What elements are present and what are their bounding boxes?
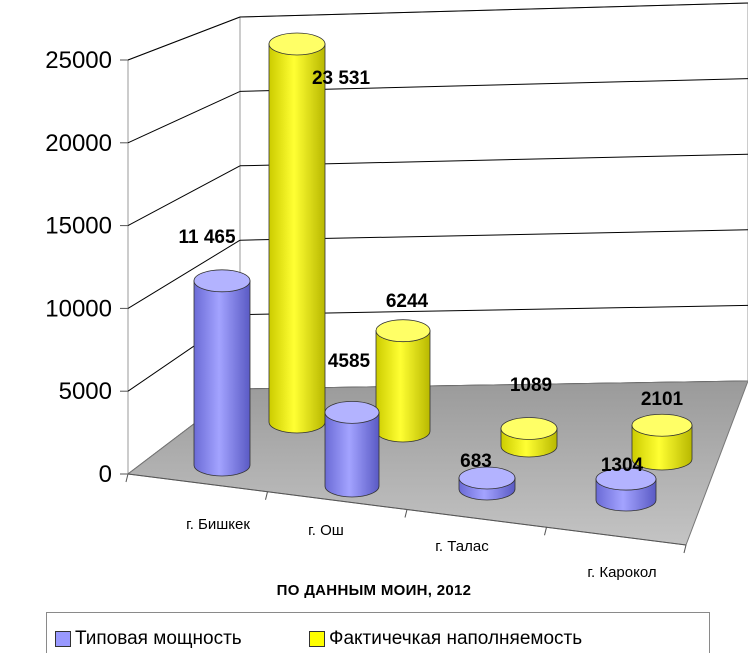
- data-label-series-1: 11 465: [178, 227, 235, 248]
- bar-series-1-top: [193, 269, 251, 293]
- bar-series-2-top: [631, 413, 693, 437]
- x-tick-mark: [404, 509, 408, 518]
- x-tick-label: г. Ош: [308, 522, 344, 539]
- bar-series-1-top: [324, 400, 380, 424]
- x-tick-label: г. Бишкек: [186, 516, 250, 533]
- y-tick-label: 5000: [59, 378, 112, 405]
- legend-label-series-1: Типовая мощность: [75, 628, 242, 649]
- bar-series-1: [193, 280, 251, 477]
- data-label-series-1: 1304: [601, 455, 644, 476]
- bar-series-1: [324, 411, 380, 498]
- bar-series-2-top: [268, 32, 326, 56]
- bar-series-1-top: [595, 467, 657, 491]
- gridline-side: [127, 239, 241, 309]
- gridline-side: [127, 90, 241, 144]
- legend-label-series-2: Фактичечкая наполняемость: [329, 628, 583, 649]
- legend-item-series-2: Фактичечкая наполняемость: [309, 628, 582, 650]
- y-tick-label: 20000: [45, 130, 112, 157]
- x-tick-mark: [544, 527, 547, 536]
- data-label-series-2: 23 531: [312, 68, 371, 89]
- x-tick-mark: [125, 473, 129, 483]
- x-tick-label: г. Карокол: [587, 564, 656, 581]
- data-label-series-2: 1089: [510, 375, 552, 396]
- data-label-series-2: 6244: [386, 291, 429, 312]
- legend-swatch-yellow: [309, 631, 325, 647]
- legend: Типовая мощность Фактичечкая наполняемос…: [46, 612, 710, 653]
- y-tick-label: 15000: [45, 213, 112, 240]
- x-tick-mark: [683, 544, 687, 554]
- legend-swatch-blue: [55, 631, 71, 647]
- bar-series-2: [375, 330, 431, 443]
- y-tick-label: 25000: [45, 47, 112, 74]
- y-tick-label: 10000: [45, 295, 112, 322]
- bar-series-2: [268, 43, 326, 434]
- bar-series-2-top: [500, 417, 558, 440]
- data-label-series-1: 683: [460, 451, 492, 472]
- legend-item-series-1: Типовая мощность: [55, 628, 242, 650]
- y-tick-label: 0: [99, 461, 112, 488]
- x-tick-mark: [265, 491, 268, 500]
- source-note: ПО ДАННЫМ МОИН, 2012: [276, 582, 472, 599]
- x-tick-label: г. Талас: [435, 538, 489, 555]
- gridline-side: [127, 16, 241, 61]
- data-label-series-1: 4585: [328, 351, 371, 372]
- gridline-back: [239, 2, 748, 18]
- data-label-series-2: 2101: [641, 389, 684, 410]
- bar-series-1-top: [458, 466, 516, 490]
- bar-series-2-top: [375, 319, 431, 343]
- gridline-side: [127, 165, 241, 227]
- bar-series-2: [631, 424, 693, 471]
